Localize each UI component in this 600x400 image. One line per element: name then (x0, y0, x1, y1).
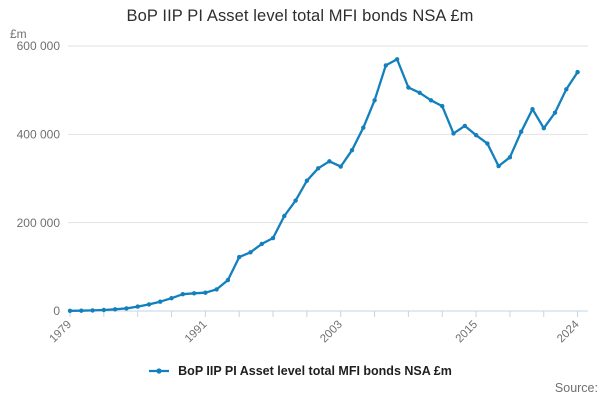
legend-label: BoP IIP PI Asset level total MFI bonds N… (178, 364, 452, 378)
svg-text:2015: 2015 (454, 319, 481, 346)
svg-text:400 000: 400 000 (17, 128, 61, 142)
svg-text:2003: 2003 (318, 319, 345, 346)
svg-text:600 000: 600 000 (17, 39, 61, 53)
source-label: Source: (554, 381, 598, 395)
legend: BoP IIP PI Asset level total MFI bonds N… (0, 361, 600, 381)
chart-title: BoP IIP PI Asset level total MFI bonds N… (126, 7, 474, 25)
svg-text:1979: 1979 (48, 319, 75, 346)
y-axis-unit-label: £m (10, 27, 27, 41)
svg-text:1991: 1991 (183, 319, 210, 346)
svg-text:0: 0 (53, 304, 60, 318)
svg-text:2024: 2024 (555, 318, 582, 345)
svg-text:200 000: 200 000 (17, 216, 61, 230)
legend-line-marker-icon (149, 368, 170, 374)
